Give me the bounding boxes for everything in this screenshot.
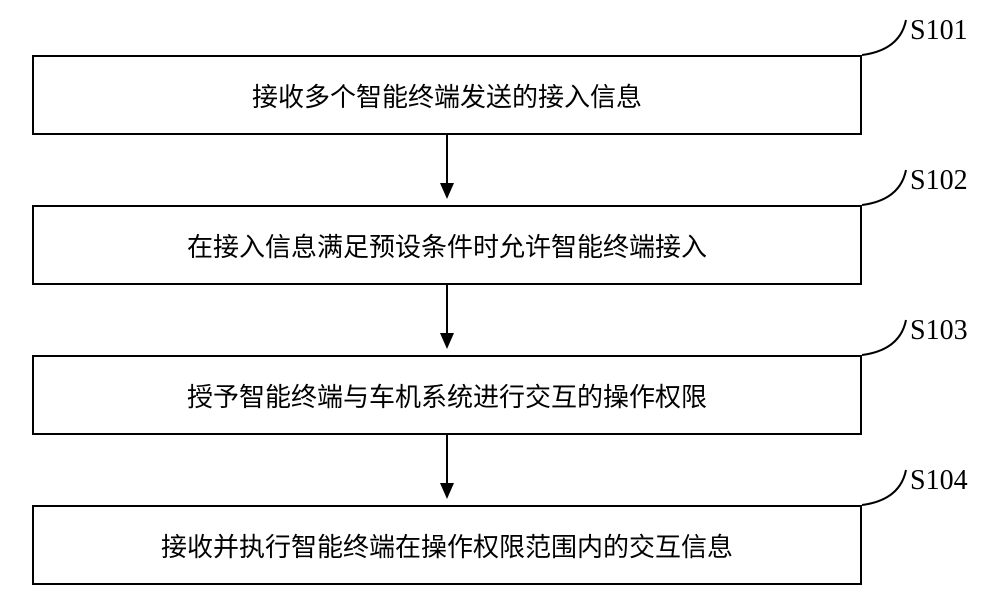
flowchart-canvas: 接收多个智能终端发送的接入信息 S101 在接入信息满足预设条件时允许智能终端接… — [0, 0, 1000, 611]
step-label-s104: S104 — [910, 465, 968, 497]
connector-s103 — [862, 320, 906, 355]
step-box-s103: 授予智能终端与车机系统进行交互的操作权限 — [32, 355, 862, 435]
step-text-s101: 接收多个智能终端发送的接入信息 — [252, 77, 642, 114]
step-label-s102: S102 — [910, 165, 968, 197]
step-text-s104: 接收并执行智能终端在操作权限范围内的交互信息 — [161, 527, 733, 564]
connector-s104 — [862, 470, 906, 505]
step-text-s103: 授予智能终端与车机系统进行交互的操作权限 — [187, 377, 707, 414]
connector-s102 — [862, 170, 906, 205]
step-box-s102: 在接入信息满足预设条件时允许智能终端接入 — [32, 205, 862, 285]
step-box-s101: 接收多个智能终端发送的接入信息 — [32, 55, 862, 135]
connector-s101 — [862, 20, 906, 55]
step-label-s101: S101 — [910, 15, 968, 47]
step-text-s102: 在接入信息满足预设条件时允许智能终端接入 — [187, 227, 707, 264]
step-box-s104: 接收并执行智能终端在操作权限范围内的交互信息 — [32, 505, 862, 585]
step-label-s103: S103 — [910, 315, 968, 347]
